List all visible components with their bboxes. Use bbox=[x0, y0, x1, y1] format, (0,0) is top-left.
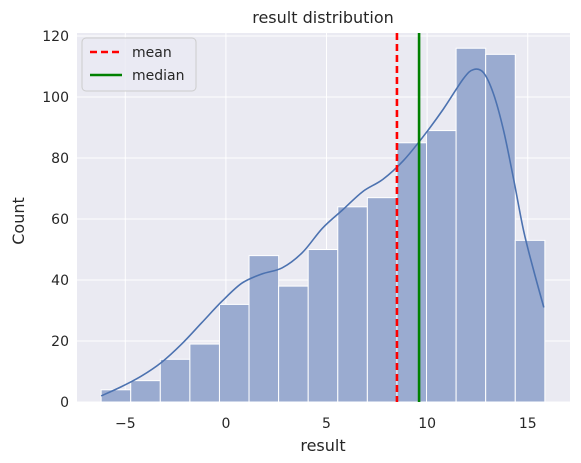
y-tick-label: 20 bbox=[51, 334, 69, 350]
legend-box bbox=[81, 37, 197, 92]
histogram-bar bbox=[189, 343, 220, 403]
y-tick-label: 80 bbox=[51, 151, 69, 167]
histogram-bar bbox=[396, 142, 428, 403]
x-tick-label: −5 bbox=[115, 416, 136, 432]
histogram-bar bbox=[307, 249, 339, 403]
legend-mean-label: mean bbox=[132, 45, 172, 61]
legend-median-label: median bbox=[132, 68, 184, 84]
histogram-bar bbox=[485, 53, 516, 403]
x-tick-label: 0 bbox=[221, 416, 230, 432]
y-tick-label: 120 bbox=[42, 29, 69, 45]
x-tick-label: 5 bbox=[322, 416, 331, 432]
x-tick-label: 15 bbox=[519, 416, 537, 432]
histogram-bar bbox=[100, 389, 132, 403]
x-axis-label: result bbox=[300, 436, 345, 455]
histogram-bar bbox=[514, 239, 546, 403]
histogram-bar bbox=[278, 285, 309, 403]
histogram-bar bbox=[248, 255, 280, 403]
x-tick-labels: −5 0 5 10 15 bbox=[115, 416, 537, 432]
histogram-bar bbox=[455, 47, 487, 403]
legend: mean median bbox=[81, 37, 197, 92]
kde-curve bbox=[100, 68, 545, 397]
histogram-bar bbox=[130, 380, 161, 403]
histogram-bar bbox=[159, 358, 191, 403]
histogram-bars bbox=[100, 47, 546, 403]
y-tick-label: 60 bbox=[51, 212, 69, 228]
histogram-bar bbox=[426, 130, 457, 403]
y-axis-label: Count bbox=[9, 197, 28, 245]
chart-title: result distribution bbox=[252, 8, 394, 27]
x-tick-label: 10 bbox=[418, 416, 436, 432]
histogram-bar bbox=[366, 197, 398, 403]
y-tick-labels: 0 20 40 60 80 100 120 bbox=[42, 29, 69, 411]
y-tick-label: 0 bbox=[60, 395, 69, 411]
histogram-bar bbox=[218, 303, 250, 403]
histogram-bar bbox=[337, 206, 368, 403]
y-tick-label: 40 bbox=[51, 273, 69, 289]
y-tick-label: 100 bbox=[42, 90, 69, 106]
